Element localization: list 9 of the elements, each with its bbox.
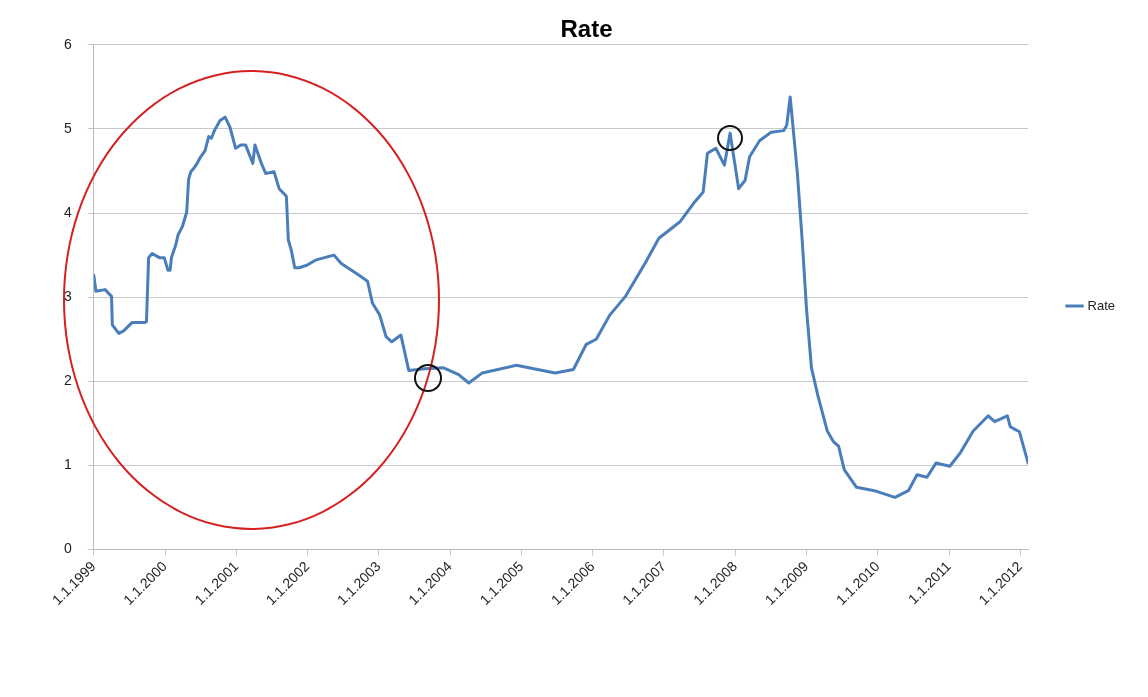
y-tick-label: 5: [63, 119, 72, 136]
chart-title: Rate: [560, 15, 613, 43]
y-tick-label: 1: [63, 456, 72, 473]
y-tick-label: 0: [63, 540, 72, 557]
y-tick-label: 3: [63, 288, 72, 305]
legend-label: Rate: [1087, 297, 1116, 313]
y-tick-label: 6: [63, 35, 72, 52]
y-tick-label: 2: [63, 372, 72, 389]
y-tick-label: 4: [63, 203, 72, 220]
